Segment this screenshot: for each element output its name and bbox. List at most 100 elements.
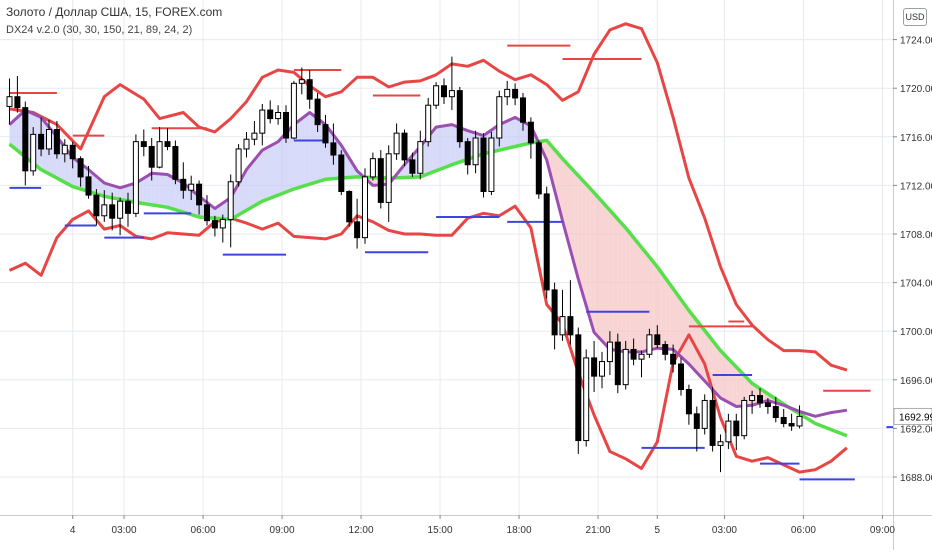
ma-fill [586, 184, 591, 320]
ma-fill [96, 176, 101, 196]
candle-body [749, 395, 756, 401]
candle-body [662, 344, 669, 355]
ma-fill [728, 358, 733, 405]
candle [796, 405, 803, 429]
candle [377, 150, 384, 209]
candle-body [512, 88, 519, 99]
candle-body [85, 176, 92, 196]
candle [61, 139, 68, 163]
time-tick-label: 09:00 [870, 525, 895, 536]
candle-body [583, 357, 590, 442]
candle [235, 144, 242, 187]
candle [733, 413, 740, 451]
candle-body [567, 316, 574, 336]
candle-body [354, 221, 361, 239]
time-tick-label: 09:00 [270, 525, 295, 536]
ma-fill [424, 136, 429, 176]
ma-fill [594, 192, 599, 337]
candle [780, 408, 787, 428]
time-tick-label: 18:00 [507, 525, 532, 536]
candle-body [330, 142, 337, 156]
ma-fill [578, 175, 583, 293]
candle [638, 350, 645, 378]
candle-body [148, 146, 155, 168]
price-tick-label: 1716.00 [900, 133, 932, 144]
candle [551, 282, 558, 350]
ma-fill [716, 345, 721, 399]
candle-body [701, 399, 708, 429]
candle [188, 175, 195, 200]
candle-body [709, 399, 716, 446]
candle [259, 103, 266, 146]
candle [298, 67, 305, 95]
candle-body [693, 413, 700, 429]
candle [22, 101, 29, 186]
ma-fill [266, 145, 271, 200]
candle [678, 357, 684, 396]
candles [6, 56, 803, 473]
indicator-legend[interactable]: DX24 v.2.0 (30, 30, 150, 21, 89, 24, 2) [6, 24, 193, 36]
candle [53, 121, 60, 159]
ma-fill [147, 173, 152, 205]
price-tick-label: 1692.00 [900, 424, 932, 435]
candle-body [441, 85, 447, 98]
candle-body [685, 389, 692, 415]
candle-body [504, 88, 511, 98]
candle-body [741, 399, 748, 437]
candle-body [346, 190, 353, 223]
candle [85, 165, 92, 199]
candle-body [433, 85, 440, 106]
ma-fill [289, 124, 294, 191]
candle-body [614, 341, 621, 386]
candle-body [599, 361, 605, 377]
candle [788, 413, 795, 431]
ma-fill [128, 184, 132, 202]
candle-body [117, 200, 124, 219]
time-tick-label: 4 [70, 525, 76, 536]
candle [227, 174, 234, 248]
ma-fill [677, 294, 681, 357]
ma-fill [270, 143, 275, 199]
candle [14, 76, 21, 113]
candle-body [338, 154, 345, 192]
ma-fill [736, 367, 741, 407]
ma-fill [444, 125, 448, 168]
time-tick-label: 03:00 [712, 525, 737, 536]
ma-fill [515, 117, 520, 147]
time-tick-label: 5 [655, 525, 661, 536]
candle [520, 93, 526, 131]
candle-body [409, 159, 416, 174]
candle-body [180, 178, 187, 191]
candle [251, 121, 258, 146]
candle [709, 387, 716, 452]
candle [772, 396, 779, 423]
candle [148, 138, 155, 181]
candle [662, 340, 669, 361]
candle [543, 186, 550, 299]
candle [496, 90, 503, 147]
ma-fill [605, 205, 610, 350]
candle-body [314, 98, 321, 126]
candle-body [30, 133, 37, 172]
ma-fill [246, 164, 251, 211]
candle-body [757, 395, 763, 404]
candle-body [780, 416, 787, 425]
ma-fill [740, 371, 745, 407]
ma-fill [72, 157, 77, 188]
candle-body [551, 289, 558, 336]
last-price-label: 1692.99 [899, 412, 932, 423]
candle-body [417, 141, 424, 174]
candle [6, 78, 13, 125]
candle-body [520, 97, 526, 123]
candle-body [140, 141, 147, 148]
ma-fill [274, 141, 279, 197]
price-tick-label: 1696.00 [900, 376, 932, 387]
currency-button[interactable]: USD [903, 8, 927, 26]
candle-body [448, 90, 455, 98]
candle-body [764, 402, 771, 408]
price-tick-label: 1700.00 [900, 327, 932, 338]
candle-body [283, 112, 289, 139]
candle [417, 130, 424, 180]
